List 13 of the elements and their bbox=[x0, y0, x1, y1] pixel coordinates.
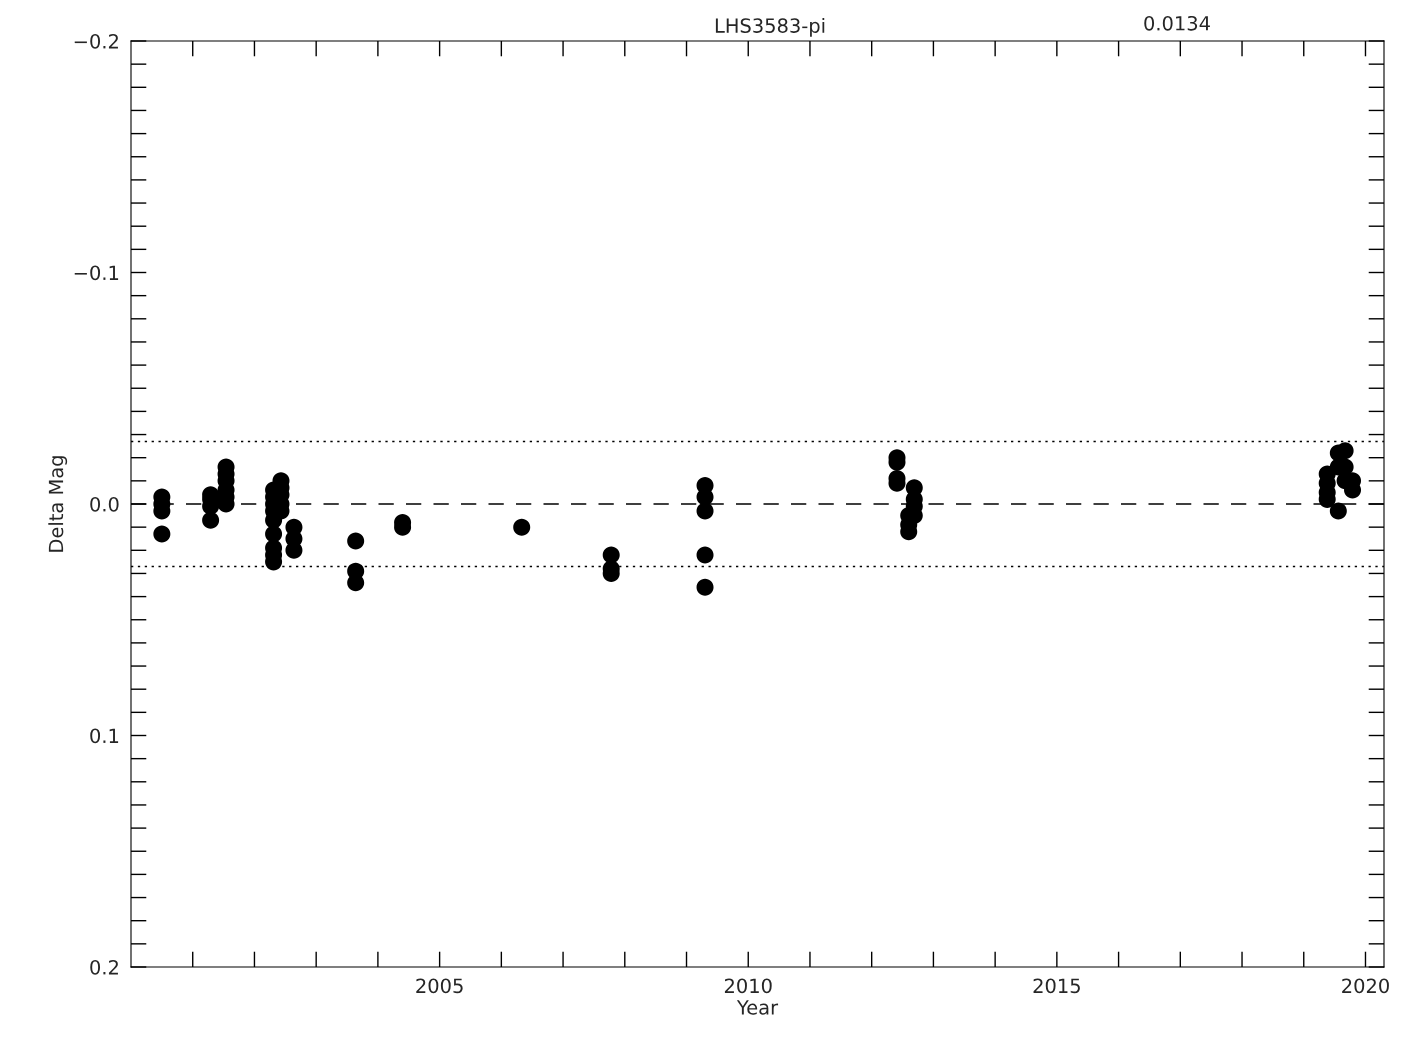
x-tick-label: 2005 bbox=[416, 978, 463, 994]
chart-title: LHS3583-pi bbox=[715, 17, 825, 37]
x-axis-title: Year bbox=[736, 1000, 779, 1015]
x-tick-label: 2015 bbox=[1033, 978, 1080, 994]
x-tick-label: 2020 bbox=[1342, 978, 1389, 994]
x-tick-label: 2010 bbox=[724, 978, 772, 994]
text: 0.0134 bbox=[1144, 15, 1210, 31]
y-tick-label: −0.1 bbox=[74, 265, 119, 281]
y-tick-label: 0.1 bbox=[90, 728, 119, 744]
y-tick-label: 0.2 bbox=[90, 959, 118, 975]
y-axis-title: Delta Mag bbox=[48, 456, 68, 552]
y-tick-label: −0.2 bbox=[74, 33, 118, 49]
y-tick-label: 0.0 bbox=[90, 496, 119, 512]
